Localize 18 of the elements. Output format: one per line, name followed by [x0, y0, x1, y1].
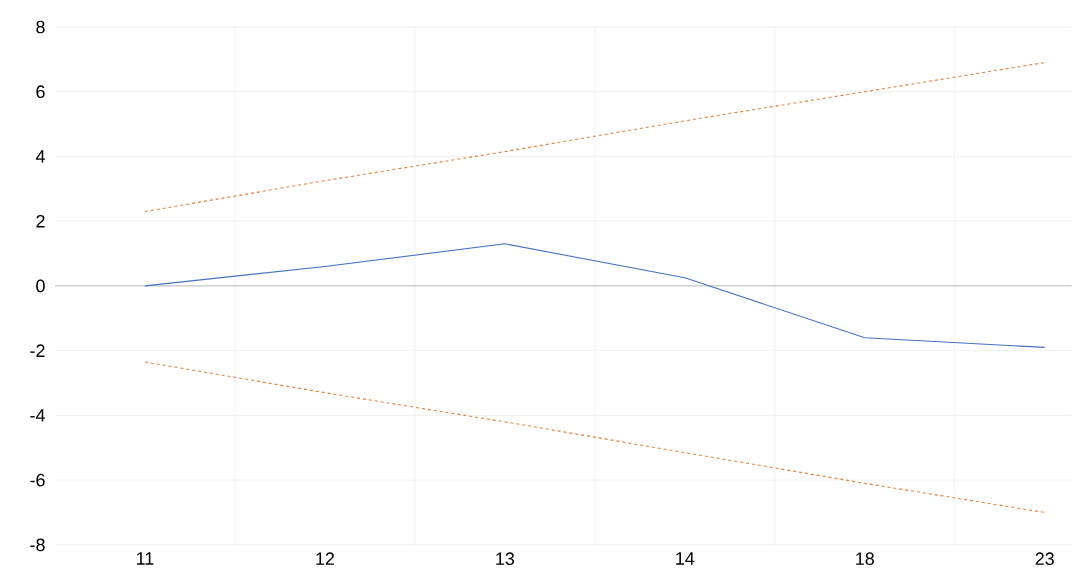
line-series [144, 361, 1046, 514]
x-tick-label: 14 [676, 552, 695, 565]
line-series [144, 243, 1046, 349]
x-tick-label: 12 [316, 552, 334, 565]
y-tick-label: -8 [30, 538, 45, 552]
y-tick-label: -6 [30, 473, 45, 487]
y-tick-label: 6 [36, 85, 45, 99]
y-tick-label: 2 [36, 215, 45, 228]
x-tick-label: 23 [1035, 552, 1054, 566]
x-tick-label: 11 [137, 552, 154, 565]
y-tick-label: 8 [36, 20, 45, 34]
x-tick-label: 18 [856, 552, 874, 566]
x-tick-label: 13 [496, 552, 515, 566]
line-series [144, 62, 1046, 213]
y-tick-label: -2 [30, 344, 45, 357]
y-tick-label: 0 [36, 279, 45, 293]
y-tick-label: -4 [30, 409, 45, 422]
y-tick-label: 4 [35, 150, 45, 163]
